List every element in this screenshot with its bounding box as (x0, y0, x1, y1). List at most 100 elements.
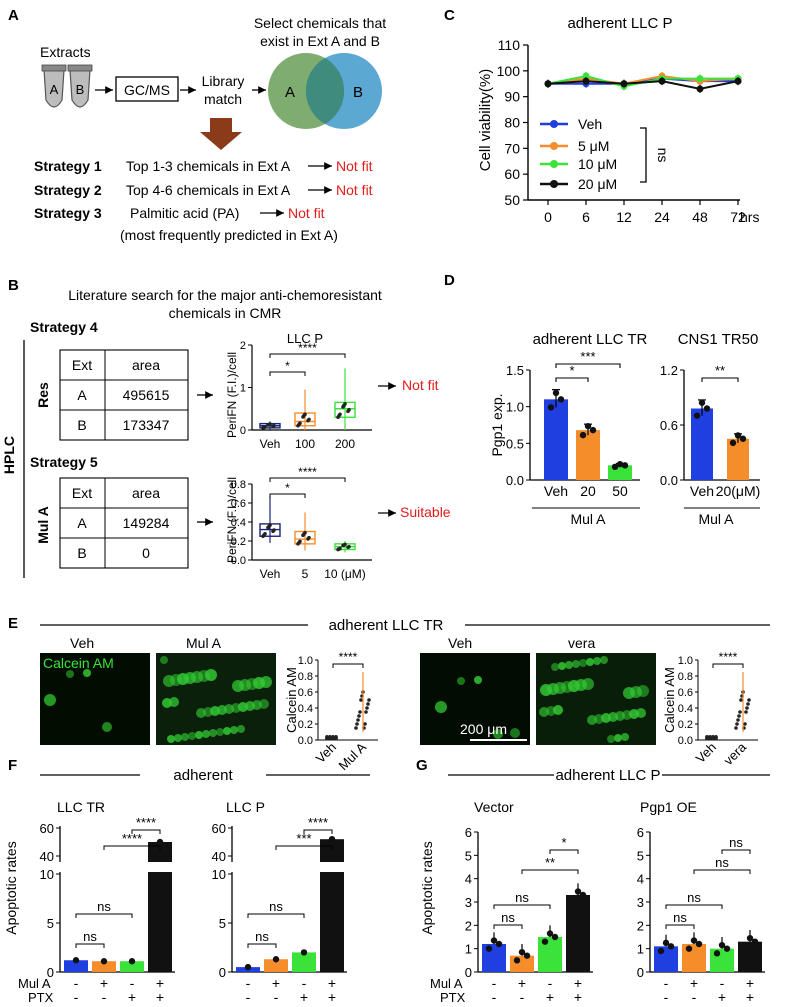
mula-row-b-ext: B (77, 545, 86, 561)
mula-row-a-ext: A (77, 515, 87, 531)
extracts-label: Extracts (40, 44, 91, 60)
g-sig-bracket (693, 869, 751, 874)
bar (292, 952, 316, 972)
c-ytick-label: 80 (504, 115, 520, 131)
b-dot (307, 535, 311, 540)
mula-sign: - (246, 975, 251, 991)
e-ytick-label: 1.0 (678, 655, 693, 667)
e-dot (363, 722, 367, 726)
b-dot (307, 417, 311, 422)
strategy4-label: Strategy 4 (30, 319, 98, 335)
b-ytick-label: 1 (240, 383, 246, 395)
ptx-sign: + (746, 989, 754, 1005)
strategy1-name: Strategy 1 (34, 158, 102, 174)
b-sig-bracket (269, 353, 346, 358)
bar-dot (739, 435, 747, 442)
bar-ytick-label: 1.5 (506, 363, 524, 378)
f-sig-label: **** (136, 815, 156, 830)
e-cell (160, 656, 168, 664)
g-sig-bracket (549, 849, 579, 854)
ptx-sign: - (246, 989, 251, 1005)
e-cell (167, 735, 175, 743)
e-cell (435, 701, 447, 713)
e-dot (739, 698, 743, 702)
mula-sign: - (74, 975, 79, 991)
g-sig-label: ns (673, 910, 687, 925)
mula-sign: + (690, 975, 698, 991)
bar-dot (547, 404, 555, 411)
e-cell (83, 669, 91, 677)
bar (710, 948, 734, 972)
g-sig-bracket (521, 869, 579, 874)
panel-b: B Literature search for the major anti-c… (1, 277, 451, 581)
b-xtick-label: 5 (302, 567, 309, 581)
ptx-sign: - (520, 989, 525, 1005)
bar-dot (569, 896, 577, 903)
e-dot (705, 736, 709, 741)
c-series-line-3 (547, 80, 739, 90)
bar-dot (703, 405, 711, 412)
g-sig-bracket (493, 924, 523, 929)
e-cell (66, 670, 74, 678)
legend-20um: 20 μM (578, 176, 617, 192)
e-dot (747, 698, 751, 702)
b-plot1-ylabel: PeriFN (F.I.)/cell (225, 352, 239, 438)
bar-dot (621, 462, 629, 469)
c-ytick-label: 70 (504, 140, 520, 156)
mula-sign: - (130, 975, 135, 991)
g-ytick-label: 3 (637, 895, 644, 910)
e-dot (359, 698, 363, 702)
bar (510, 955, 534, 972)
f-header: adherent (173, 767, 233, 784)
e-ylabel1: Calcein AM (284, 667, 299, 733)
bar-dot (718, 941, 726, 949)
e-cell (188, 732, 196, 740)
e-sig-label: **** (719, 650, 738, 664)
c-xtick-label: 0 (544, 209, 552, 225)
bar-ytick-label: 1.2 (660, 363, 678, 378)
c-point (734, 77, 742, 85)
d1-group-label: Mul A (570, 511, 606, 527)
legend-5um: 5 μM (578, 138, 609, 154)
c-point (620, 80, 628, 88)
e-cell (181, 733, 189, 741)
ptx-sign: + (128, 989, 136, 1005)
bar-sig-label: ** (715, 363, 725, 378)
g-sig-label: ns (729, 835, 743, 850)
e-cell (593, 657, 601, 665)
b-sig-bracket (269, 477, 346, 482)
e-dot (328, 735, 332, 740)
g-ytick-label: 6 (637, 825, 644, 840)
g-ytick-label: 4 (465, 872, 472, 887)
e-cell (237, 725, 245, 733)
e-dot (743, 722, 747, 726)
b-ytick-label: 0.2 (231, 536, 246, 548)
e-ytick-label: 0.6 (678, 687, 693, 699)
g-sig-label: ** (545, 855, 555, 870)
res-row-b-area: 173347 (123, 417, 170, 433)
bar-dot (695, 940, 703, 948)
e-ytick-label: 0.2 (298, 719, 313, 731)
e-dot (357, 714, 361, 718)
bar-xtick-label: Veh (544, 483, 568, 499)
c-ytick-label: 100 (497, 63, 521, 79)
bar-sig-bracket (701, 377, 739, 382)
e-cell (174, 734, 182, 742)
mula-sign: + (156, 975, 164, 991)
b-xtick-label: Veh (260, 437, 281, 451)
strategy1-result: Not fit (336, 158, 373, 174)
e-dot (331, 735, 335, 740)
e-cell (223, 727, 231, 735)
panel-label-a: A (8, 7, 19, 24)
d2-group-label: Mul A (698, 511, 734, 527)
g-ytick-label: 2 (637, 918, 644, 933)
g-sig-label: ns (501, 910, 515, 925)
e-xtick-label: vera (721, 739, 750, 768)
res-label: Res (35, 382, 51, 408)
res-header-area: area (132, 357, 160, 373)
e-ytick-label: 0.8 (678, 671, 693, 683)
bar-dot (611, 463, 619, 470)
mula-row-a-area: 149284 (123, 515, 170, 531)
